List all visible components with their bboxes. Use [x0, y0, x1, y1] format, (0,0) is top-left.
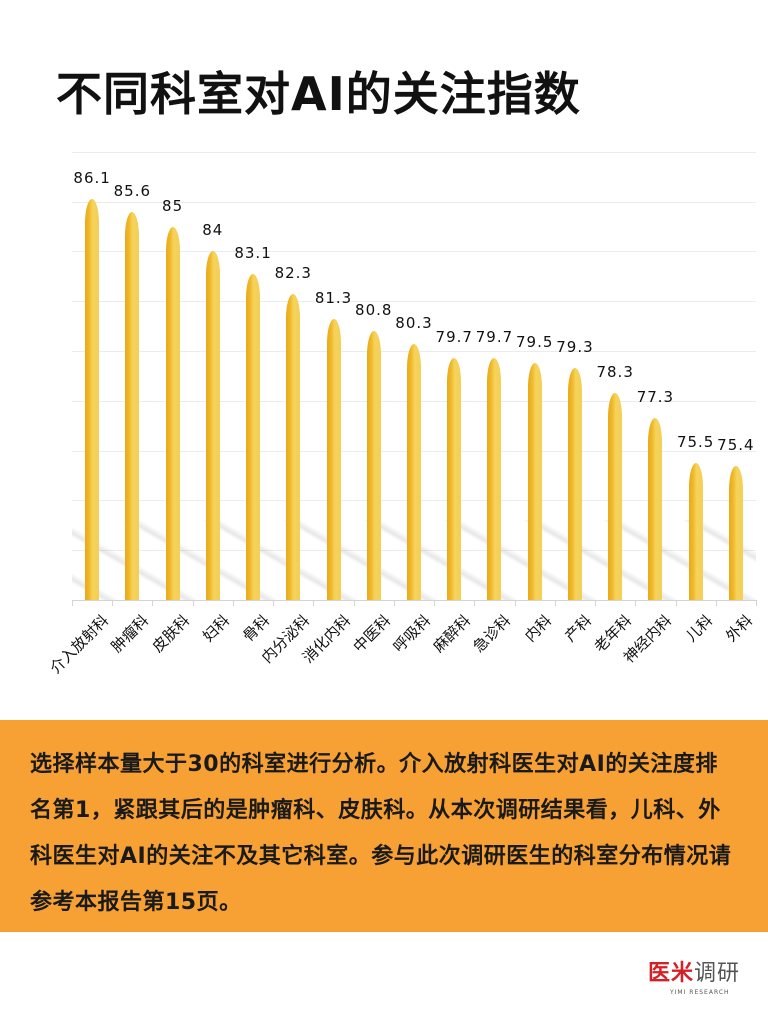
bar-value-label: 80.8	[355, 301, 393, 320]
bar-value-label: 83.1	[234, 243, 272, 262]
bar-value-label: 75.4	[717, 435, 755, 454]
summary-text: 选择样本量大于30的科室进行分析。介入放射科医生对AI的关注度排名第1，紧跟其后…	[30, 752, 732, 915]
x-tick	[393, 600, 395, 606]
bar	[688, 463, 703, 600]
gridline	[72, 301, 756, 303]
x-tick	[152, 600, 154, 606]
x-tick	[595, 600, 597, 606]
bar	[407, 343, 421, 600]
x-tick	[192, 600, 194, 606]
bar	[205, 251, 220, 600]
bar-value-label: 79.7	[435, 328, 473, 347]
x-tick	[353, 600, 355, 606]
logo-gray-text: 调研	[694, 961, 741, 986]
x-tick	[675, 600, 677, 606]
category-label: 介入放射科	[46, 611, 113, 678]
x-tick	[715, 600, 717, 606]
gridline	[72, 251, 756, 253]
bar-value-label: 79.7	[475, 328, 514, 347]
bar	[648, 418, 663, 600]
bar-value-label: 78.3	[596, 363, 634, 382]
x-tick	[72, 600, 73, 606]
category-label: 麻醉科	[429, 611, 475, 656]
bar-value-label: 79.5	[516, 333, 554, 352]
bar-value-label: 77.3	[636, 388, 675, 407]
bar	[85, 199, 100, 600]
x-tick	[313, 600, 315, 606]
x-axis	[72, 600, 756, 601]
bar	[125, 211, 140, 600]
category-label: 妇科	[199, 611, 233, 646]
bar-value-label: 85	[162, 196, 184, 215]
bar	[608, 393, 623, 600]
category-label: 儿科	[681, 611, 716, 646]
x-tick	[434, 600, 436, 606]
bar	[165, 226, 180, 600]
gridline	[72, 201, 756, 203]
category-label: 肿瘤科	[107, 611, 153, 656]
x-tick	[554, 600, 556, 606]
category-label: 外科	[722, 611, 757, 646]
x-tick	[273, 600, 275, 606]
summary-note: 选择样本量大于30的科室进行分析。介入放射科医生对AI的关注度排名第1，紧跟其后…	[0, 720, 768, 932]
bar	[728, 465, 743, 600]
page-title: 不同科室对AI的关注指数	[56, 67, 581, 121]
x-tick	[635, 600, 637, 606]
bar	[286, 293, 301, 600]
bar	[567, 368, 582, 600]
bar-value-label: 86.1	[73, 169, 111, 188]
logo-subtitle: YIMI RESEARCH	[670, 989, 730, 996]
category-label: 中医科	[349, 611, 394, 656]
category-label: 急诊科	[470, 611, 515, 656]
gridline	[72, 151, 756, 153]
bar-value-label: 75.5	[676, 433, 715, 452]
bar	[326, 318, 341, 600]
category-label: 内科	[520, 611, 555, 646]
brand-logo: 医米调研 YIMI RESEARCH	[648, 955, 758, 1005]
logo-wordmark: 医米调研	[648, 955, 758, 987]
bar	[527, 363, 542, 600]
bar-value-label: 85.6	[113, 181, 152, 200]
logo-red-text: 医米	[648, 960, 695, 986]
bar	[447, 358, 462, 600]
bar	[246, 273, 261, 600]
bar-value-label: 84	[202, 221, 224, 240]
bar	[487, 358, 502, 600]
bar-chart: 86.1 介入放射科 85.6 肿瘤科 85 皮肤科 84 妇科 83.1 骨科 82.3 内分泌科 8…	[46, 151, 757, 678]
bar-value-label: 79.3	[556, 338, 594, 357]
category-label: 呼吸科	[389, 611, 435, 656]
bar-value-label: 81.3	[314, 288, 353, 307]
x-tick	[232, 600, 234, 606]
x-tick	[474, 600, 476, 606]
x-tick	[756, 600, 757, 606]
bar-value-label: 80.3	[395, 313, 433, 332]
x-tick	[112, 600, 114, 606]
bar	[366, 331, 381, 600]
x-tick	[514, 600, 516, 606]
bar-value-label: 82.3	[274, 263, 312, 282]
category-label: 皮肤科	[148, 611, 193, 656]
